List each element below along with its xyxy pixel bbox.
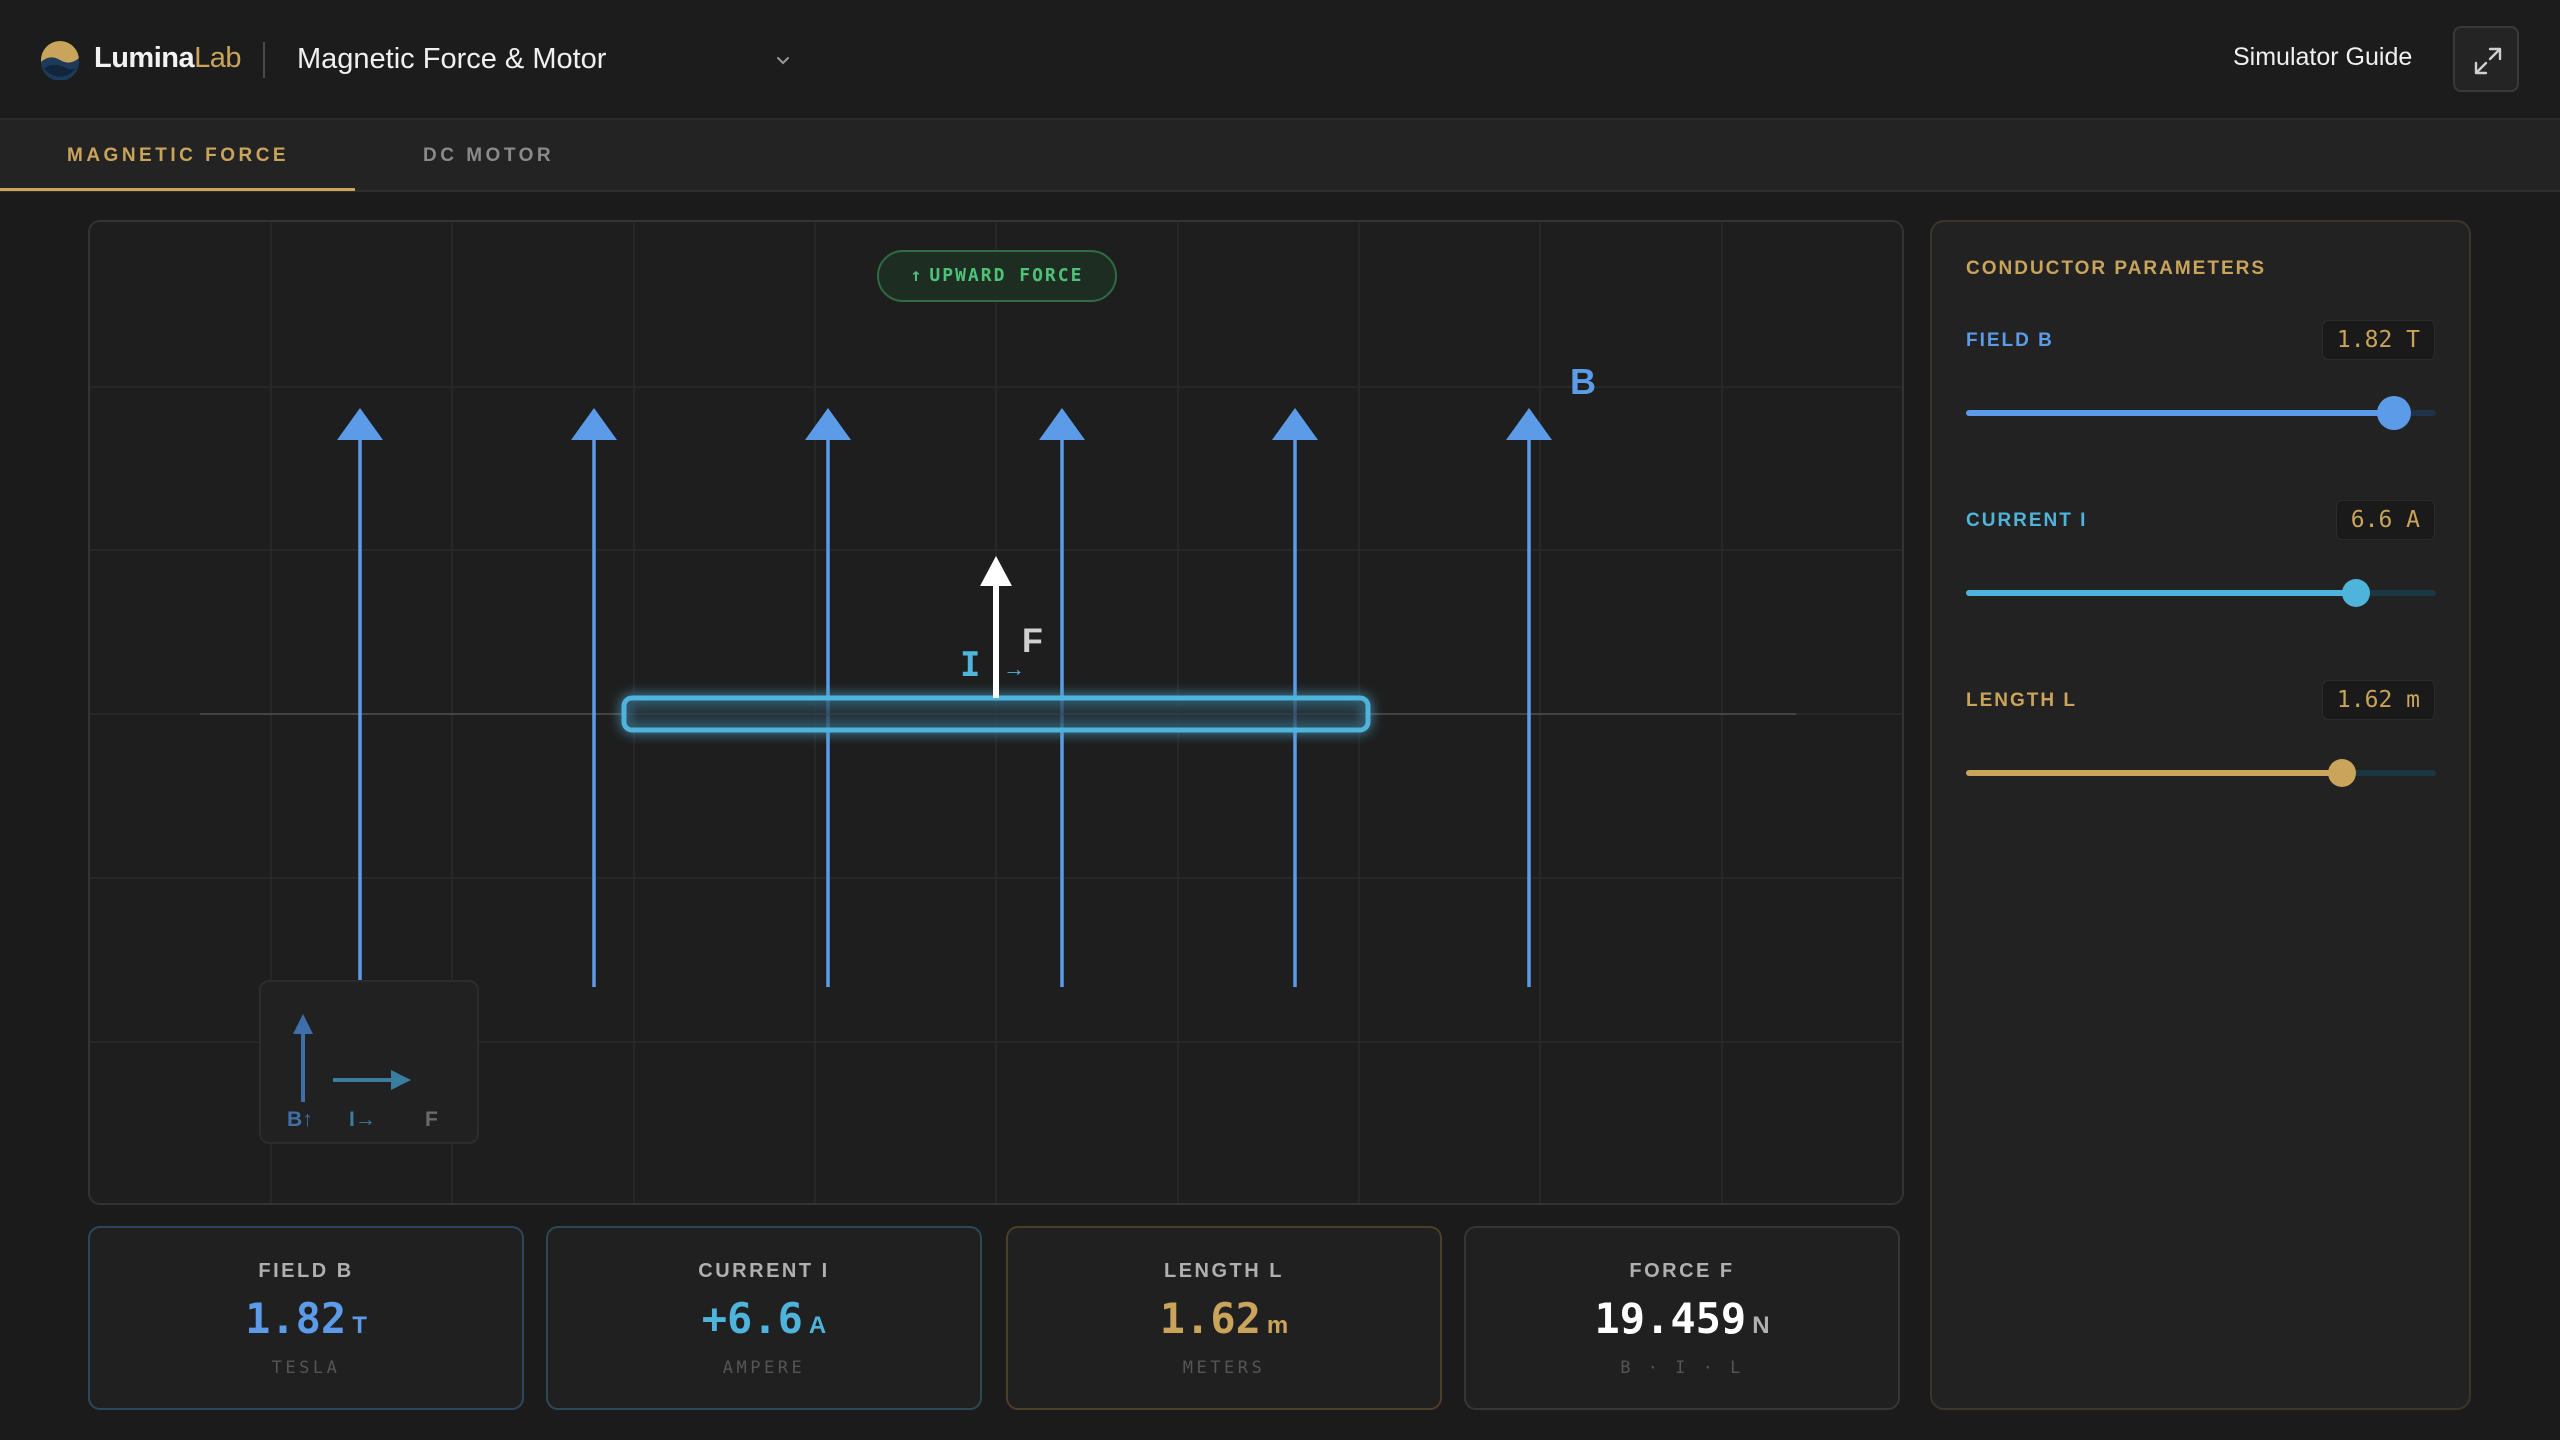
brand-primary: Lumina — [94, 42, 195, 74]
tab-dc-motor[interactable]: DC MOTOR — [423, 145, 555, 166]
fullscreen-button[interactable] — [2453, 26, 2519, 92]
param-value-field: 1.82 T — [2321, 320, 2435, 360]
tab-magnetic-force[interactable]: MAGNETIC FORCE — [67, 145, 290, 166]
legend-arrows — [293, 1014, 411, 1102]
stat-label: CURRENT I — [698, 1260, 830, 1282]
stat-label: LENGTH L — [1164, 1260, 1284, 1282]
simulator-title-select[interactable]: Magnetic Force & Motor — [297, 43, 607, 75]
app-header: LuminaLab Magnetic Force & Motor Simulat… — [0, 0, 2560, 120]
stat-formula: B · I · L — [1620, 1358, 1744, 1378]
slider-length-l[interactable] — [1966, 759, 2436, 787]
slider-thumb[interactable] — [2328, 759, 2356, 787]
current-label: I — [960, 645, 980, 685]
stat-unit-name: METERS — [1182, 1358, 1266, 1378]
conductor-parameters-panel: CONDUCTOR PARAMETERS FIELD B 1.82 T CURR… — [1930, 220, 2471, 1410]
param-value-length: 1.62 m — [2321, 680, 2435, 720]
param-label-length: LENGTH L — [1966, 690, 2077, 711]
conductor-wire[interactable] — [621, 695, 1371, 733]
field-line — [571, 408, 617, 987]
brand-name[interactable]: LuminaLab — [94, 42, 242, 75]
field-b-label: B — [1570, 361, 1596, 402]
slider-fill — [1966, 410, 2394, 416]
stat-card-current: CURRENT I +6.6 A AMPERE — [546, 1226, 982, 1410]
field-line — [1506, 408, 1552, 987]
stat-value-current: +6.6 A — [701, 1294, 827, 1343]
brand-accent: Lab — [194, 42, 242, 74]
current-direction-arrow: → — [1003, 656, 1025, 681]
legend-force: F — [425, 1108, 438, 1131]
stat-card-length: LENGTH L 1.62 m METERS — [1006, 1226, 1442, 1410]
slider-fill — [1966, 590, 2357, 596]
active-tab-indicator — [0, 188, 355, 191]
stat-unit-name: TESLA — [271, 1358, 341, 1378]
param-label-field: FIELD B — [1966, 330, 2054, 351]
stat-unit-name: AMPERE — [722, 1358, 806, 1378]
force-arrow-head — [980, 556, 1012, 586]
simulation-canvas[interactable]: B I → F ↑ UPWARD FORCE B↑ I→ F — [88, 220, 1904, 1205]
stat-value-length: 1.62 m — [1159, 1294, 1289, 1343]
simulator-guide-link[interactable]: Simulator Guide — [2233, 43, 2413, 71]
panel-title: CONDUCTOR PARAMETERS — [1966, 258, 2267, 279]
luminalab-logo-icon — [41, 41, 79, 80]
slider-fill — [1966, 770, 2342, 776]
slider-thumb[interactable] — [2342, 579, 2371, 607]
slider-field-b[interactable] — [1966, 396, 2436, 430]
slider-current-i[interactable] — [1966, 579, 2436, 607]
stat-value-force: 19.459 N — [1594, 1294, 1770, 1343]
stat-card-field: FIELD B 1.82 T TESLA — [88, 1226, 524, 1410]
simulation-drawing: B I → F — [90, 222, 1902, 1203]
axis-legend: B↑ I→ F — [259, 980, 479, 1144]
param-value-current: 6.6 A — [2335, 500, 2435, 540]
header-divider — [263, 42, 265, 78]
expand-icon — [2474, 47, 2502, 75]
field-line — [337, 408, 383, 987]
legend-current: I→ — [349, 1108, 376, 1131]
slider-thumb[interactable] — [2376, 396, 2411, 430]
stat-value-field: 1.82 T — [245, 1294, 367, 1343]
stat-label: FORCE F — [1629, 1260, 1735, 1282]
mode-tabs: MAGNETIC FORCE DC MOTOR — [0, 120, 2560, 192]
force-label: F — [1022, 622, 1043, 660]
force-direction-text: UPWARD FORCE — [929, 265, 1084, 286]
force-direction-badge: ↑ UPWARD FORCE — [877, 250, 1117, 302]
stat-card-force: FORCE F 19.459 N B · I · L — [1464, 1226, 1900, 1410]
chevron-down-icon[interactable] — [772, 50, 794, 72]
up-arrow-icon: ↑ — [910, 265, 924, 286]
param-label-current: CURRENT I — [1966, 510, 2088, 531]
legend-field: B↑ — [287, 1108, 313, 1131]
stat-label: FIELD B — [258, 1260, 354, 1282]
